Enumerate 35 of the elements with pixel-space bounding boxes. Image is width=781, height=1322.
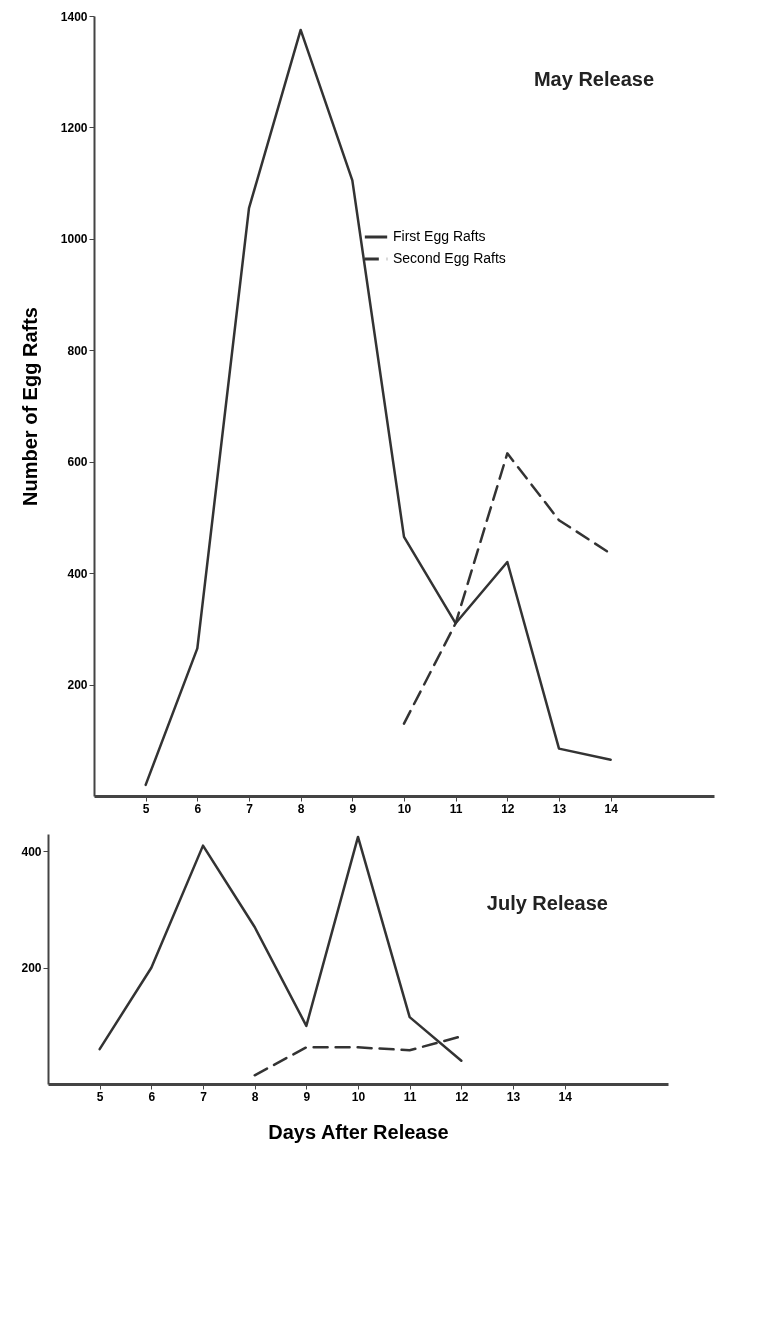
x-tick-label: 6: [194, 801, 202, 816]
x-tick-label: 13: [552, 801, 567, 816]
y-tick-label: 600: [67, 455, 88, 470]
x-tick-label: 9: [349, 801, 357, 816]
legend-label: First Egg Rafts: [393, 228, 486, 244]
x-tick-label: 14: [604, 801, 619, 816]
text: May Release: [533, 68, 654, 90]
legend-label: Second Egg Rafts: [393, 250, 506, 266]
x-tick-label: 7: [200, 1089, 208, 1104]
x-tick-label: 8: [297, 801, 305, 816]
y-tick-label: 1400: [60, 9, 88, 24]
x-tick-label: 11: [449, 801, 463, 816]
x-tick-label: 7: [246, 801, 254, 816]
x-tick-label: 5: [96, 1089, 104, 1104]
y-tick-label: 200: [67, 678, 88, 693]
x-tick-label: 12: [501, 801, 515, 816]
x-tick-label: 6: [148, 1089, 156, 1104]
x-tick-label: 14: [558, 1089, 573, 1104]
x-tick-label: 8: [251, 1089, 259, 1104]
text: July Release: [486, 892, 608, 914]
x-tick-label: 10: [397, 801, 412, 816]
y-tick-label: 1200: [60, 120, 88, 135]
y-tick-label: 400: [21, 844, 42, 859]
y-axis-title: Number of Egg Rafts: [18, 307, 41, 506]
x-tick-label: 5: [142, 801, 150, 816]
y-tick-label: 1000: [60, 232, 88, 247]
y-tick-label: 200: [21, 961, 42, 976]
x-axis-title: Days After Release: [268, 1120, 449, 1143]
y-tick-label: 800: [67, 343, 88, 358]
x-tick-label: 13: [506, 1089, 521, 1104]
y-tick-label: 400: [67, 566, 88, 581]
x-tick-label: 12: [455, 1089, 469, 1104]
x-tick-label: 11: [403, 1089, 417, 1104]
x-tick-label: 9: [303, 1089, 311, 1104]
x-tick-label: 10: [351, 1089, 366, 1104]
